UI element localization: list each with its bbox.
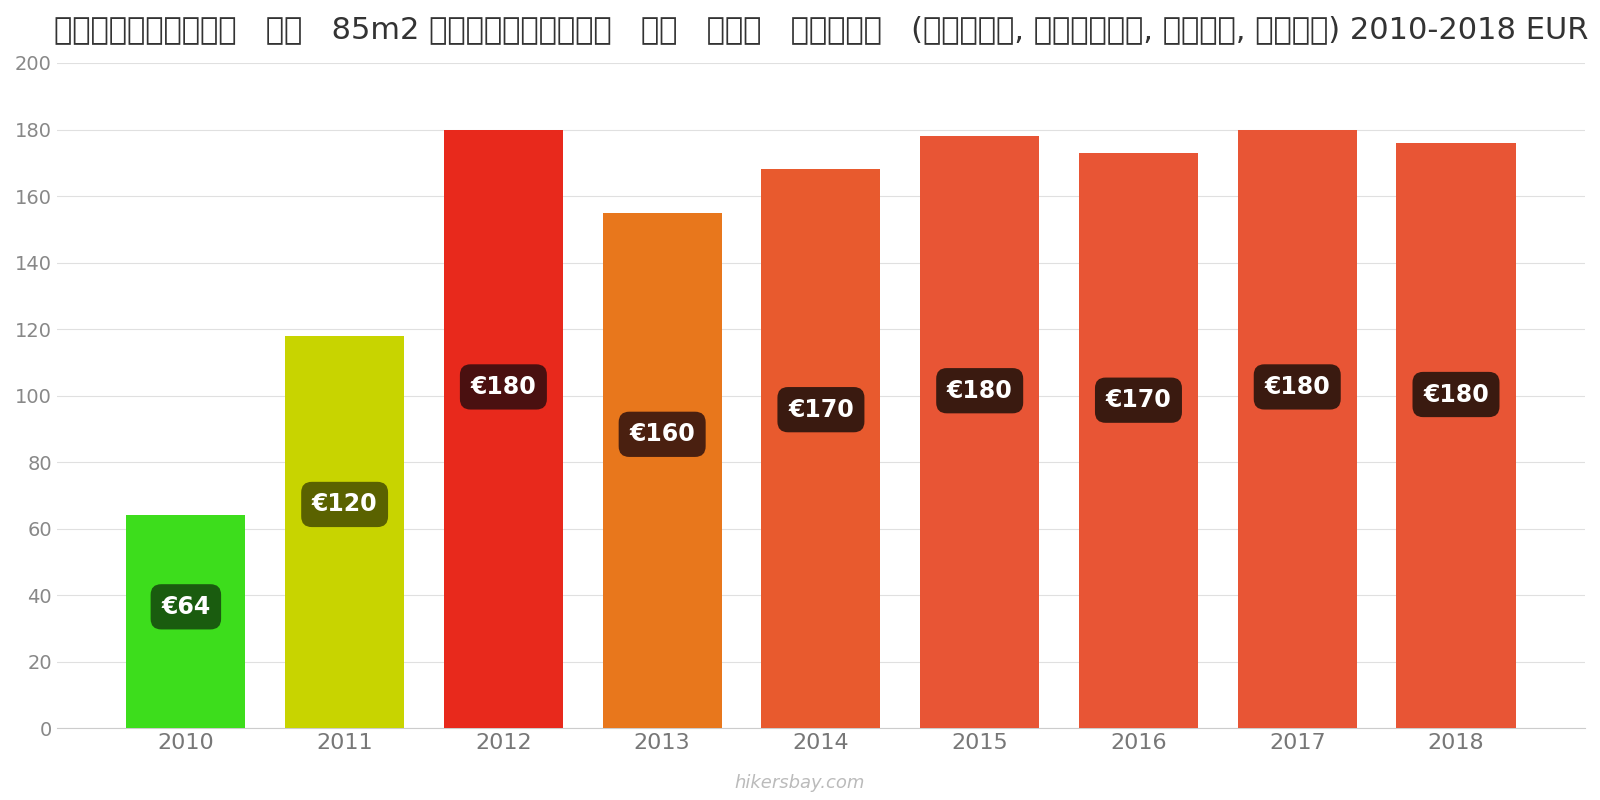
Text: €180: €180 bbox=[1422, 382, 1490, 406]
Bar bbox=[1238, 130, 1357, 728]
Bar bbox=[762, 170, 880, 728]
Title: स्लोवाकिया   एक   85m2 अपार्टमेंट   के   लिए   शुल्क   (बिजली, हीटिंग, पानी, कचर: स्लोवाकिया एक 85m2 अपार्टमेंट के लिए शुल… bbox=[54, 15, 1589, 44]
Text: €120: €120 bbox=[312, 493, 378, 517]
Bar bbox=[1397, 143, 1515, 728]
Bar bbox=[126, 515, 245, 728]
Bar bbox=[1078, 153, 1198, 728]
Bar bbox=[443, 130, 563, 728]
Text: €160: €160 bbox=[629, 422, 694, 446]
Text: €170: €170 bbox=[789, 398, 854, 422]
Text: €180: €180 bbox=[1264, 375, 1330, 399]
Text: €180: €180 bbox=[470, 375, 536, 399]
Bar bbox=[285, 336, 405, 728]
Text: €170: €170 bbox=[1106, 388, 1171, 412]
Bar bbox=[603, 213, 722, 728]
Text: hikersbay.com: hikersbay.com bbox=[734, 774, 866, 792]
Text: €64: €64 bbox=[162, 595, 211, 619]
Bar bbox=[920, 136, 1040, 728]
Text: €180: €180 bbox=[947, 378, 1013, 402]
